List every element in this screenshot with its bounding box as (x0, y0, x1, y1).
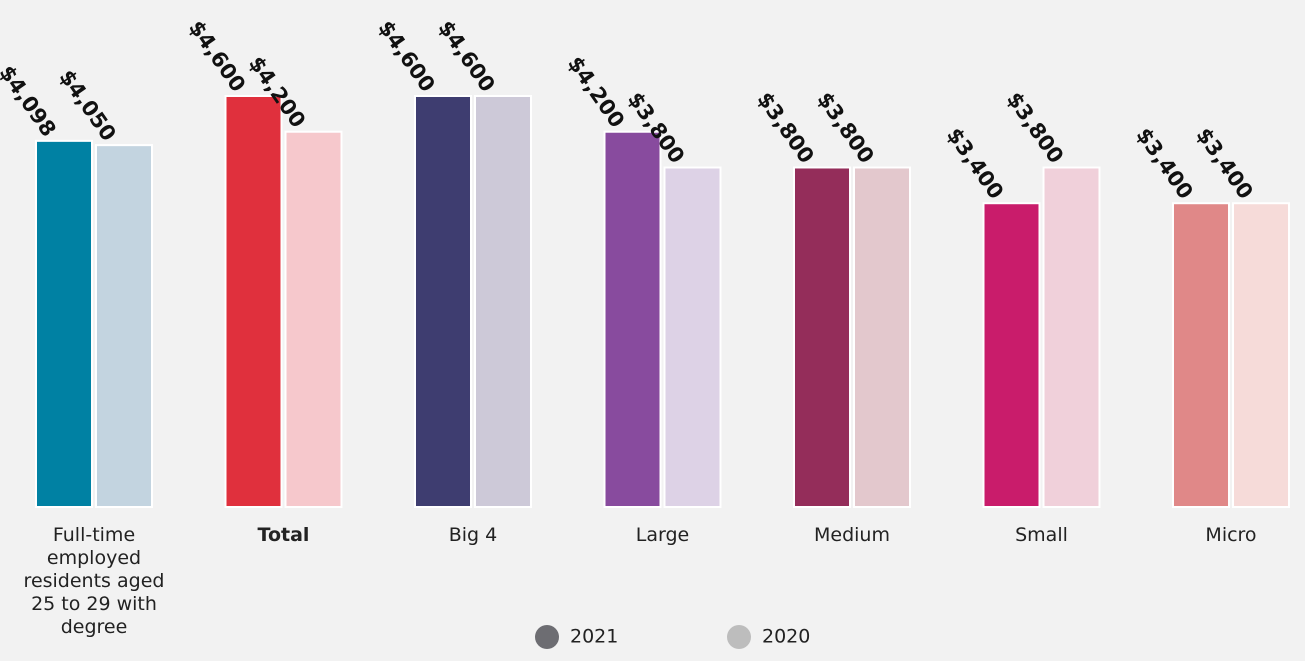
bar-value-label: $4,098 (0, 61, 61, 141)
bars-layer (35, 95, 1290, 509)
category-label-line: residents aged (24, 570, 165, 592)
category-label: Small (1015, 524, 1068, 546)
bar-2020-2 (474, 95, 532, 508)
category-label: Full-time employed residents aged 25 to 29 … (24, 524, 165, 638)
bar-2020-4 (853, 166, 911, 508)
bar-value-label: $3,800 (753, 88, 819, 168)
bar-value-label: $4,600 (184, 16, 250, 96)
bar-value-label: $3,400 (1192, 123, 1258, 203)
bar-2020-5 (1042, 166, 1101, 508)
category-label-line: employed (47, 547, 141, 569)
bar-2021-5 (982, 202, 1041, 509)
category-label: Large (636, 524, 689, 546)
legend-label-2020: 2020 (762, 626, 810, 648)
bar-2021-4 (793, 166, 851, 508)
bar-value-label: $4,200 (563, 52, 629, 132)
category-label: Big 4 (449, 524, 498, 546)
bar-value-label: $4,600 (374, 16, 440, 96)
category-label-line: Total (258, 524, 310, 546)
category-labels-layer: Full-time employed residents aged 25 to 29 … (24, 524, 1257, 638)
category-label-line: Large (636, 524, 689, 546)
legend: 2021 2020 (535, 625, 810, 649)
bar-2020-6 (1232, 202, 1290, 509)
bar-value-label: $4,600 (434, 16, 500, 96)
category-label-line: Medium (814, 524, 890, 546)
bar-2020-0 (95, 144, 153, 509)
category-label-line: Full-time (53, 524, 135, 546)
category-label-line: 25 to 29 with (31, 593, 157, 615)
bar-2021-1 (224, 95, 283, 508)
bar-value-label: $3,400 (1132, 123, 1198, 203)
legend-swatch-2021 (535, 625, 559, 649)
category-label: Medium (814, 524, 890, 546)
bar-value-label: $3,800 (1002, 88, 1068, 168)
category-label: Total (258, 524, 310, 546)
bar-2021-3 (603, 130, 662, 508)
bar-value-label: $4,050 (55, 65, 121, 145)
legend-label-2021: 2021 (570, 626, 618, 648)
category-label-line: Small (1015, 524, 1068, 546)
category-label-line: Big 4 (449, 524, 498, 546)
bar-2020-1 (284, 130, 343, 508)
category-label: Micro (1205, 524, 1256, 546)
category-label-line: degree (61, 616, 128, 638)
bar-2021-6 (1172, 202, 1230, 509)
category-label-line: Micro (1205, 524, 1256, 546)
bar-value-label: $3,400 (942, 123, 1008, 203)
bar-2021-2 (414, 95, 472, 508)
bar-value-label: $3,800 (813, 88, 879, 168)
bar-2020-3 (663, 166, 722, 508)
bar-2021-0 (35, 139, 93, 509)
legend-swatch-2020 (727, 625, 751, 649)
